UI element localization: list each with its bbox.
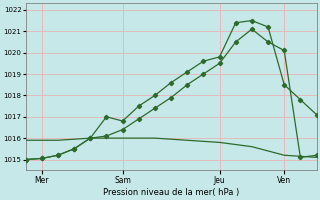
X-axis label: Pression niveau de la mer( hPa ): Pression niveau de la mer( hPa )	[103, 188, 239, 197]
